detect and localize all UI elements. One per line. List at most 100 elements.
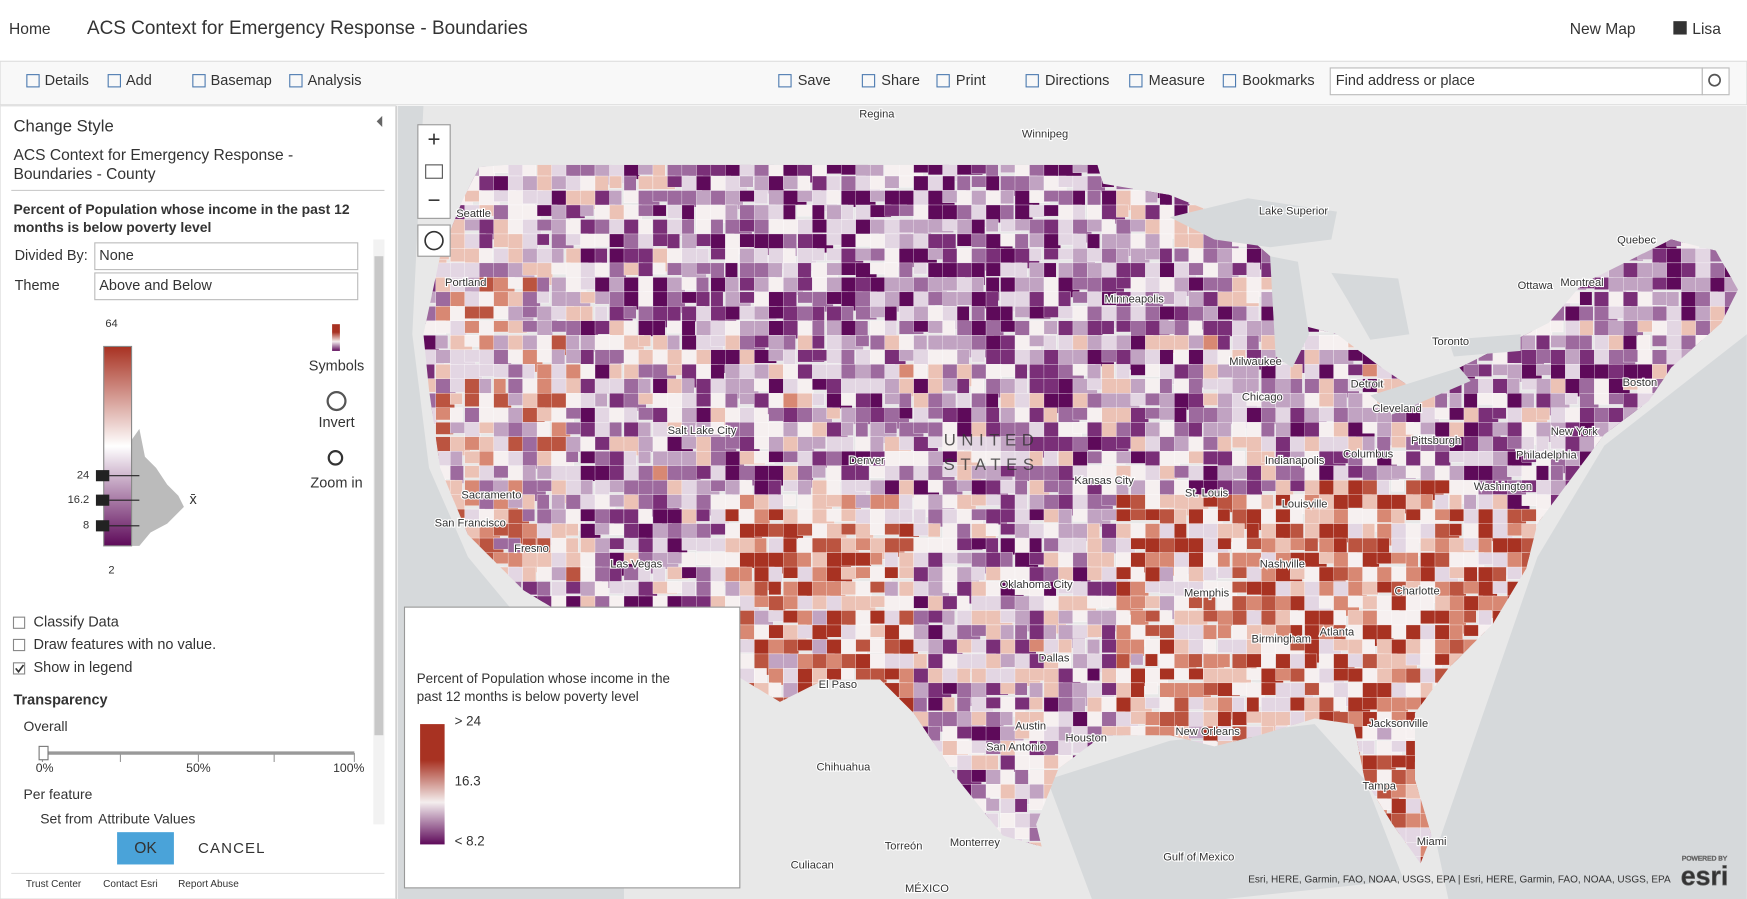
county <box>913 508 927 525</box>
search-input[interactable]: Find address or place <box>1336 73 1475 89</box>
county <box>1043 320 1058 335</box>
tool-link[interactable]: Invert <box>318 415 354 431</box>
tool-link[interactable]: Symbols <box>309 358 364 374</box>
county <box>884 175 900 189</box>
county <box>942 175 955 193</box>
toolbar-button[interactable]: Save <box>798 73 831 89</box>
tick-label: 0% <box>36 761 54 775</box>
legend-label: > 24 <box>455 713 482 728</box>
county <box>1159 248 1173 264</box>
select-value[interactable]: Above and Below <box>99 278 212 294</box>
footer-link[interactable]: Contact Esri <box>103 879 158 890</box>
county <box>1304 653 1318 670</box>
slider-handle[interactable] <box>95 494 110 506</box>
county <box>638 436 655 453</box>
country-label: STATES <box>944 455 1040 474</box>
toolbar-button[interactable]: Directions <box>1045 73 1109 89</box>
city-label: Pittsburgh <box>1411 435 1461 447</box>
footer-link[interactable]: Report Abuse <box>178 879 239 890</box>
search-button[interactable] <box>1701 67 1730 96</box>
ok-label[interactable]: OK <box>134 840 157 857</box>
cancel-button[interactable]: CANCEL <box>198 840 266 857</box>
county <box>450 407 463 424</box>
zoom-in[interactable]: + <box>428 126 441 151</box>
slider-handle[interactable] <box>95 470 110 482</box>
county <box>1261 581 1279 597</box>
county <box>1029 508 1047 521</box>
city-label: Atlanta <box>1320 627 1355 639</box>
toolbar-button[interactable]: Details <box>45 73 89 89</box>
county <box>971 175 988 188</box>
county <box>478 451 494 469</box>
toolbar-button[interactable]: Bookmarks <box>1242 73 1314 89</box>
county <box>710 537 728 552</box>
footer-link[interactable]: Trust Center <box>26 879 82 890</box>
select-value[interactable]: None <box>99 248 134 264</box>
county <box>1449 494 1462 512</box>
county <box>1594 291 1609 308</box>
county <box>971 639 989 653</box>
city-label: Salt Lake City <box>668 425 737 437</box>
select[interactable] <box>94 242 359 271</box>
city-label: Sacramento <box>461 490 521 502</box>
county <box>971 711 989 726</box>
legend-title: past 12 months is below poverty level <box>417 689 639 704</box>
county <box>1029 248 1042 261</box>
gulf <box>1047 724 1404 899</box>
city-label: Philadelphia <box>1516 450 1577 462</box>
county <box>942 262 959 279</box>
county <box>1014 682 1028 696</box>
city-label: Columbus <box>1343 448 1394 460</box>
toolbar-button[interactable]: Analysis <box>308 73 362 89</box>
city-label: Seattle <box>456 208 491 220</box>
county <box>913 581 929 597</box>
toolbar-button[interactable]: Basemap <box>211 73 272 89</box>
county <box>1637 320 1655 333</box>
county <box>1217 537 1232 550</box>
county <box>1101 508 1118 521</box>
link[interactable]: Attribute Values <box>98 811 195 827</box>
county <box>1029 537 1042 553</box>
new-map-menu[interactable]: New Map <box>1570 21 1636 38</box>
county <box>797 233 814 249</box>
county <box>1246 422 1264 440</box>
county <box>464 436 482 451</box>
home-menu[interactable]: Home <box>9 21 51 38</box>
zoom-out[interactable]: − <box>428 188 441 213</box>
toolbar-button[interactable]: Add <box>126 73 152 89</box>
toolbar-button[interactable]: Measure <box>1149 73 1205 89</box>
checkbox-label[interactable]: Show in legend <box>34 660 133 676</box>
checkbox-label[interactable]: Classify Data <box>34 615 120 631</box>
legend-label: 16.3 <box>455 774 481 789</box>
county <box>913 653 928 669</box>
county <box>1507 465 1524 477</box>
slider-handle[interactable] <box>95 520 110 532</box>
toolbar-button[interactable]: Share <box>881 73 920 89</box>
county <box>1101 639 1118 653</box>
county <box>1289 697 1305 711</box>
county <box>1058 248 1075 260</box>
city-label: Torreón <box>885 841 923 853</box>
slider-thumb[interactable] <box>38 745 49 761</box>
country-label: UNITED <box>944 431 1040 450</box>
toolbar-button[interactable]: Print <box>956 73 986 89</box>
county <box>971 566 986 581</box>
user-menu[interactable]: Lisa <box>1692 21 1721 38</box>
county <box>1405 682 1421 697</box>
checkbox[interactable] <box>12 616 26 629</box>
county <box>580 204 595 217</box>
county <box>1289 595 1305 613</box>
county <box>812 335 825 349</box>
county <box>1188 508 1204 525</box>
tool-link[interactable]: Zoom in <box>310 475 362 491</box>
checkbox[interactable] <box>12 638 26 652</box>
checkbox-label[interactable]: Draw features with no value. <box>34 637 217 653</box>
county <box>768 682 782 697</box>
county <box>1261 407 1277 425</box>
county <box>1203 393 1218 406</box>
scroll-thumb[interactable] <box>374 256 384 736</box>
county <box>1289 465 1308 482</box>
county <box>1087 204 1101 222</box>
county <box>1058 639 1072 653</box>
